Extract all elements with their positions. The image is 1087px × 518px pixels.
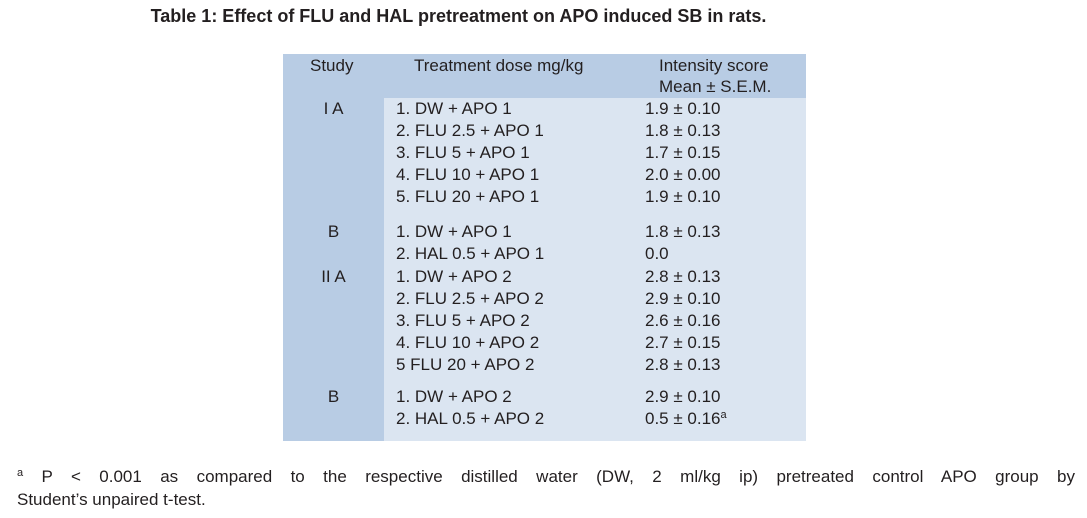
score-value: 2.8 ± 0.13 (645, 355, 721, 374)
score-cell: 1.7 ± 0.15 (645, 142, 721, 164)
score-cell: 0.5 ± 0.16a (645, 408, 727, 430)
treatment-cell: 2. HAL 0.5 + APO 2 (396, 409, 545, 428)
treatment-cell: 1. DW + APO 1 (396, 99, 512, 118)
score-cell: 2.9 ± 0.10 (645, 386, 721, 408)
score-value: 2.6 ± 0.16 (645, 311, 721, 330)
treatment-cell: 2. FLU 2.5 + APO 1 (396, 121, 544, 140)
treatment-cell: 2. HAL 0.5 + APO 1 (396, 244, 545, 263)
score-value: 2.0 ± 0.00 (645, 165, 721, 184)
score-cell: 2.8 ± 0.13 (645, 354, 721, 376)
treatment-cell: 1. DW + APO 1 (396, 222, 512, 241)
score-cell: 1.9 ± 0.10 (645, 186, 721, 208)
significance-marker: a (720, 409, 727, 421)
header-study: Study (310, 56, 354, 75)
treatment-cell: 5. FLU 20 + APO 1 (396, 187, 540, 206)
study-label: I A (323, 99, 344, 118)
treatment-cell: 3. FLU 5 + APO 2 (396, 311, 530, 330)
score-cell: 0.0 (645, 243, 669, 265)
header-score-line2: Mean ± S.E.M. (659, 77, 772, 96)
treatment-cell: 5 FLU 20 + APO 2 (396, 355, 535, 374)
header-treatment: Treatment dose mg/kg (414, 56, 584, 75)
treatment-cell: 2. FLU 2.5 + APO 2 (396, 289, 544, 308)
footnote-line2: Student’s unpaired t-test. (17, 490, 206, 509)
study-label: B (327, 222, 340, 241)
score-cell: 2.6 ± 0.16 (645, 310, 721, 332)
treatment-cell: 4. FLU 10 + APO 2 (396, 333, 540, 352)
score-value: 2.8 ± 0.13 (645, 267, 721, 286)
score-value: 0.5 ± 0.16 (645, 409, 721, 428)
treatment-cell: 4. FLU 10 + APO 1 (396, 165, 540, 184)
score-cell: 1.8 ± 0.13 (645, 221, 721, 243)
results-table: Study Treatment dose mg/kg Intensity sco… (283, 54, 806, 441)
treatment-cell: 3. FLU 5 + APO 1 (396, 143, 530, 162)
score-cell: 2.9 ± 0.10 (645, 288, 721, 310)
footnote-line1: a P < 0.001 as compared to the respectiv… (17, 467, 1075, 486)
score-cell: 2.0 ± 0.00 (645, 164, 721, 186)
header-score-line1: Intensity score (659, 56, 769, 75)
study-column-bg (283, 54, 384, 441)
score-value: 0.0 (645, 244, 669, 263)
score-value: 2.9 ± 0.10 (645, 387, 721, 406)
score-value: 1.7 ± 0.15 (645, 143, 721, 162)
score-cell: 1.9 ± 0.10 (645, 98, 721, 120)
score-value: 1.8 ± 0.13 (645, 222, 721, 241)
score-value: 1.9 ± 0.10 (645, 187, 721, 206)
study-label: II A (321, 267, 346, 286)
score-value: 2.7 ± 0.15 (645, 333, 721, 352)
score-cell: 1.8 ± 0.13 (645, 120, 721, 142)
score-value: 1.8 ± 0.13 (645, 121, 721, 140)
header-bg (384, 54, 806, 98)
table-caption: Table 1: Effect of FLU and HAL pretreatm… (150, 6, 767, 26)
score-cell: 2.7 ± 0.15 (645, 332, 721, 354)
score-value: 2.9 ± 0.10 (645, 289, 721, 308)
treatment-cell: 1. DW + APO 2 (396, 387, 512, 406)
score-cell: 2.8 ± 0.13 (645, 266, 721, 288)
study-label: B (327, 387, 340, 406)
treatment-cell: 1. DW + APO 2 (396, 267, 512, 286)
score-value: 1.9 ± 0.10 (645, 99, 721, 118)
